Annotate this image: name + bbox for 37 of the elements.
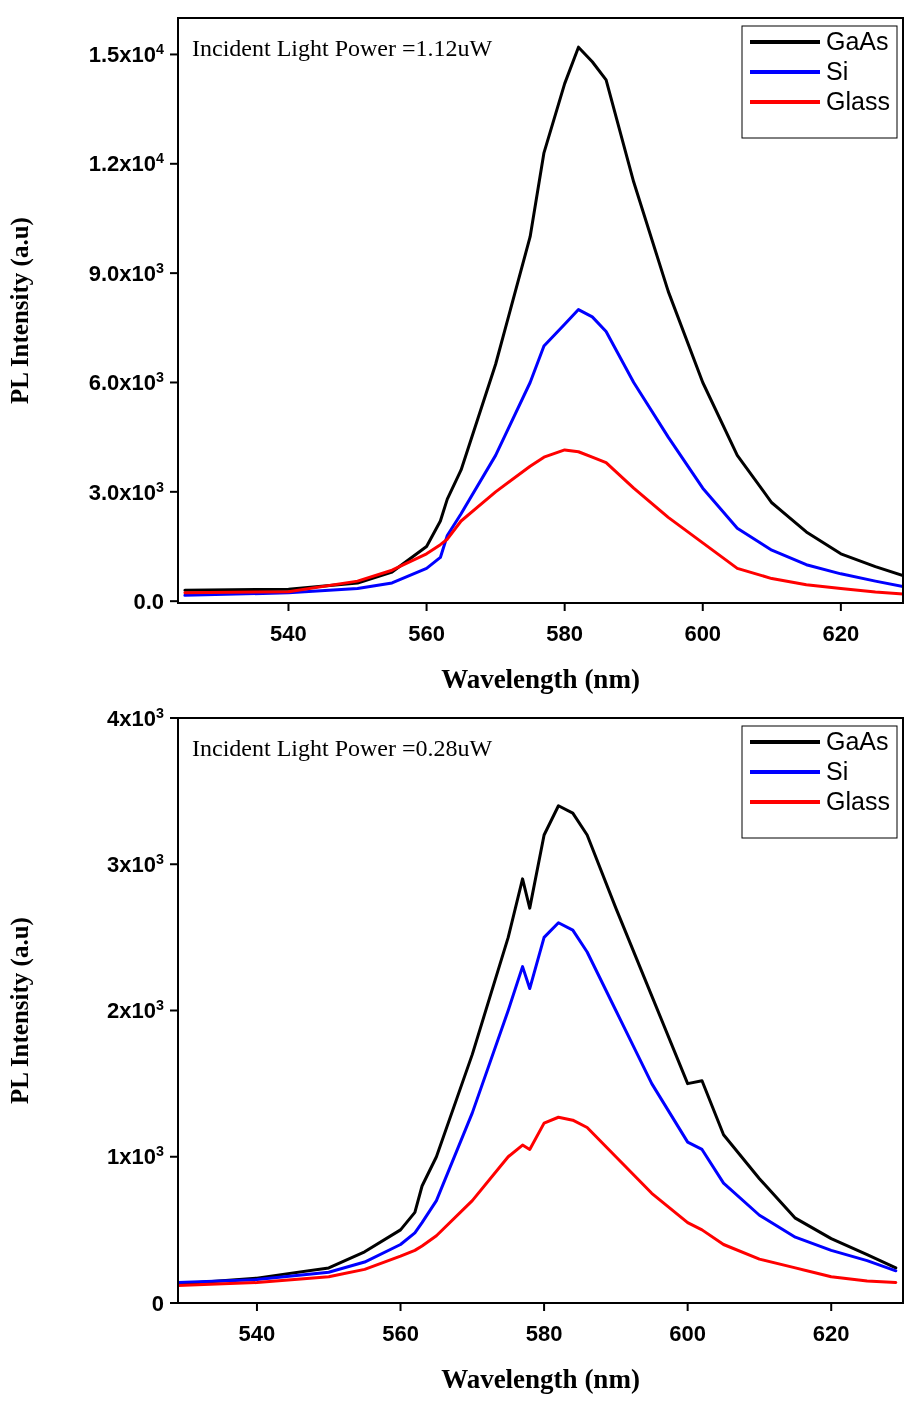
y-tick-label: 4x10$^{3}$ <box>107 704 165 731</box>
x-tick-label: 580 <box>546 621 584 646</box>
x-axis-title: Wavelength (nm) <box>441 664 640 694</box>
y-tick-label: 0 <box>151 1290 164 1316</box>
line-series <box>183 308 903 597</box>
y-tick-label: 1x10$^{3}$ <box>107 1143 165 1170</box>
y-tick-label: 0.0 <box>133 588 164 614</box>
y-tick-label: 9.0x10$^{3}$ <box>88 259 165 286</box>
x-tick-label: 600 <box>669 1321 707 1346</box>
y-axis-title: PL Intensity (a.u) <box>6 917 34 1104</box>
x-tick-label: 620 <box>822 621 860 646</box>
x-tick-label: 620 <box>812 1321 850 1346</box>
y-tick-label: 1.2x10$^{4}$ <box>88 150 165 177</box>
legend-label: GaAs <box>826 27 889 55</box>
y-tick-label: 3.0x10$^{3}$ <box>88 478 165 505</box>
annotation: Incident Light Power =1.12uW <box>192 35 493 61</box>
annotation: Incident Light Power =0.28uW <box>192 735 493 761</box>
y-axis-title: PL Intensity (a.u) <box>6 217 34 404</box>
x-tick-label: 560 <box>382 1321 419 1346</box>
line-series <box>178 1115 898 1287</box>
line-series <box>178 921 898 1285</box>
y-tick-label: 2x10$^{3}$ <box>107 997 165 1024</box>
y-tick-label: 1.5x10$^{4}$ <box>88 41 165 68</box>
x-tick-label: 560 <box>408 621 445 646</box>
legend-label: Si <box>826 757 849 785</box>
legend-label: Glass <box>826 87 890 115</box>
legend-label: Si <box>826 57 849 85</box>
x-tick-label: 540 <box>238 1321 276 1346</box>
x-tick-label: 540 <box>270 621 307 646</box>
x-tick-label: 600 <box>684 621 722 646</box>
x-tick-label: 580 <box>525 1321 563 1346</box>
x-axis-title: Wavelength (nm) <box>441 1364 640 1394</box>
legend-label: GaAs <box>826 727 889 755</box>
y-tick-label: 6.0x10$^{3}$ <box>88 369 165 396</box>
line-series <box>183 448 903 596</box>
legend-label: Glass <box>826 787 890 815</box>
y-tick-label: 3x10$^{3}$ <box>107 850 165 877</box>
